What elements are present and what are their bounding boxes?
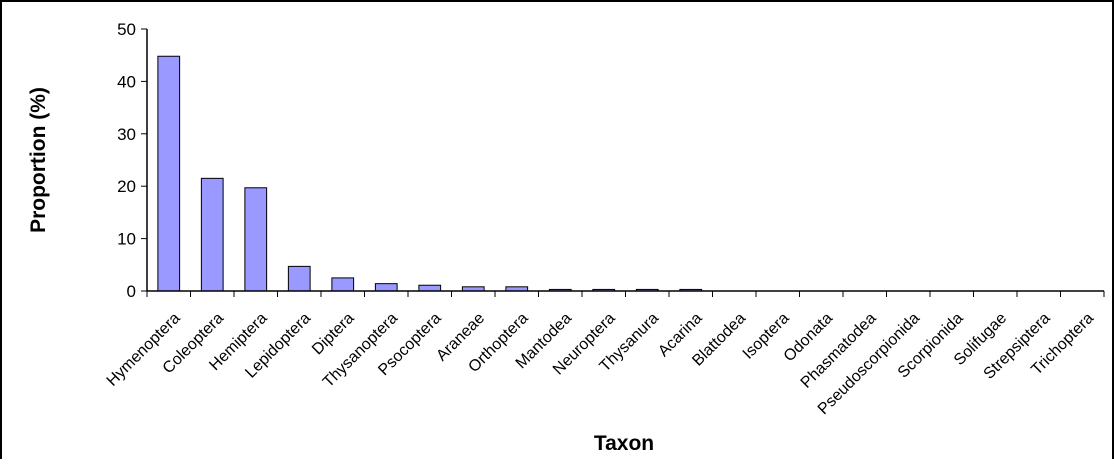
bar-coleoptera	[200, 177, 224, 292]
bars-group	[157, 55, 703, 292]
y-tick-label: 20	[117, 177, 136, 196]
bar-thysanoptera	[374, 283, 398, 292]
y-tick-label: 10	[117, 230, 136, 249]
y-ticks-group: 0 10 20 30 40 50	[117, 20, 147, 301]
x-axis-title: Taxon	[594, 432, 654, 455]
axes-group	[146, 29, 1105, 297]
bar-hemiptera	[244, 187, 268, 292]
y-tick-label: 50	[117, 20, 136, 39]
bar-hymenoptera	[157, 55, 181, 292]
bar-psocoptera	[418, 284, 442, 292]
y-tick-label: 0	[127, 282, 136, 301]
bar-diptera	[331, 277, 355, 292]
y-axis-title: Proportion (%)	[27, 87, 50, 233]
bar-lepidoptera	[287, 265, 311, 292]
y-tick-label: 40	[117, 72, 136, 91]
y-tick-label: 30	[117, 125, 136, 144]
